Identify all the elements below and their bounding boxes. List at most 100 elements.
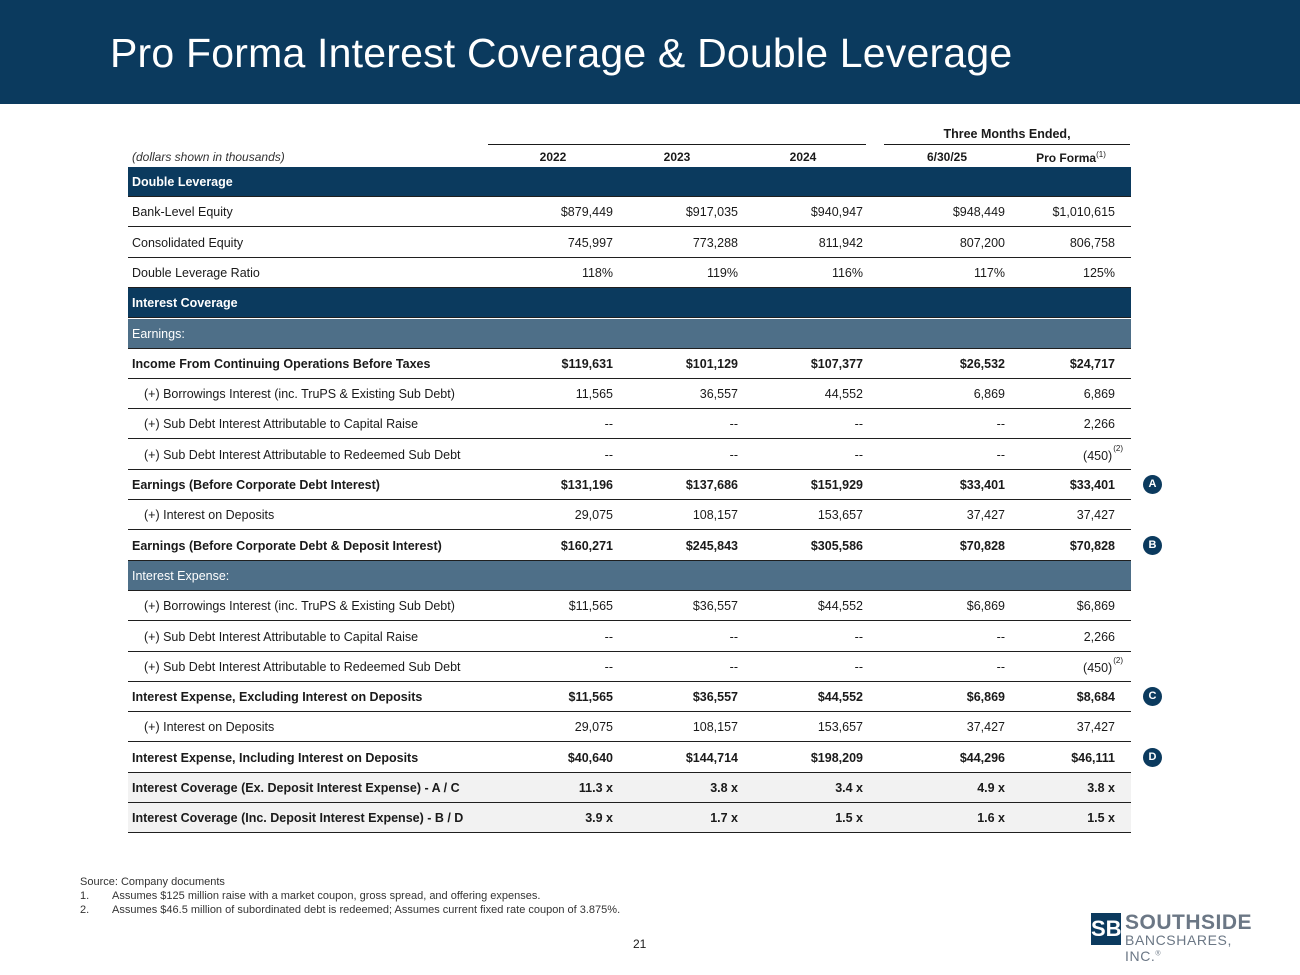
cell-2022: 11,565 <box>575 387 613 402</box>
cell-2022: 3.9 x <box>585 811 613 826</box>
cell-2023: $917,035 <box>685 205 738 220</box>
cell-2023: 773,288 <box>692 235 738 250</box>
badge-b: B <box>1143 535 1162 555</box>
cell-2022: 118% <box>581 265 613 280</box>
cell-2024: $305,586 <box>810 538 863 553</box>
cell-q2-2025: $44,296 <box>959 750 1005 765</box>
cell-2023: 36,557 <box>699 387 738 402</box>
table-row: Interest Coverage (Inc. Deposit Interest… <box>128 803 1131 834</box>
cell-pro-forma: $33,401 <box>1069 478 1115 492</box>
row-label: Earnings (Before Corporate Debt Interest… <box>132 478 380 492</box>
col-header-2023: 2023 <box>663 150 691 164</box>
footnote-ref-2: (2) <box>1113 655 1123 665</box>
table-row: Double Leverage Ratio 118% 119% 116% 117% 125… <box>128 258 1131 288</box>
cell-pro-forma: 2,266 <box>1083 417 1115 432</box>
cell-pro-forma: (450)(2) <box>1083 655 1123 675</box>
badge-c: C <box>1143 687 1162 707</box>
cell-2022: $40,640 <box>567 750 613 765</box>
cell-2024: 116% <box>831 265 863 280</box>
row-label: Earnings (Before Corporate Debt & Deposi… <box>132 538 442 553</box>
cell-2022: $119,631 <box>561 356 613 371</box>
row-label: (+) Interest on Deposits <box>144 720 275 735</box>
cell-2024: -- <box>854 659 863 674</box>
cell-pro-forma: 3.8 x <box>1087 781 1115 795</box>
table-row: (+) Sub Debt Interest Attributable to Ca… <box>128 409 1131 440</box>
cell-2024: -- <box>854 417 863 432</box>
cell-2022: -- <box>604 447 613 462</box>
source-note: Source: Company documents <box>80 876 225 888</box>
row-label: (+) Sub Debt Interest Attributable to Re… <box>144 659 461 674</box>
cell-pro-forma: $70,828 <box>1069 538 1115 553</box>
row-label: (+) Sub Debt Interest Attributable to Ca… <box>144 629 419 644</box>
cell-2023: -- <box>729 447 738 462</box>
cell-q2-2025: 117% <box>973 265 1005 280</box>
cell-q2-2025: 37,427 <box>966 508 1005 523</box>
row-label: Interest Coverage <box>132 296 238 311</box>
cell-2024: $44,552 <box>817 599 863 614</box>
cell-2024: 153,657 <box>817 720 863 735</box>
table-row: Interest Coverage <box>128 288 1131 319</box>
row-label: Interest Expense, Excluding Interest on … <box>132 690 423 705</box>
col-header-q2-2025: 6/30/25 <box>926 150 968 164</box>
cell-2024: $198,209 <box>810 750 863 765</box>
cell-2024: $107,377 <box>810 356 863 371</box>
cell-q2-2025: 37,427 <box>966 720 1005 735</box>
row-label: (+) Borrowings Interest (inc. TruPS & Ex… <box>144 387 455 402</box>
cell-q2-2025: $26,532 <box>959 356 1005 371</box>
footnote-1: 1. Assumes $125 million raise with a mark… <box>80 890 541 902</box>
cell-2023: 1.7 x <box>710 811 738 826</box>
cell-2023: $101,129 <box>685 356 738 371</box>
logo-name: SOUTHSIDE <box>1125 911 1253 934</box>
cell-2024: -- <box>854 629 863 644</box>
cell-q2-2025: -- <box>996 417 1005 432</box>
cell-2023: -- <box>729 417 738 432</box>
table-row: Earnings (Before Corporate Debt & Deposi… <box>128 531 1131 561</box>
page-number: 21 <box>633 937 647 951</box>
row-label: Bank-Level Equity <box>132 205 233 220</box>
cell-pro-forma: $24,717 <box>1069 356 1115 371</box>
column-header-row: (dollars shown in thousands) 2022 2023 2… <box>128 147 1131 165</box>
cell-pro-forma: (450)(2) <box>1083 443 1123 463</box>
table-row: Interest Expense, Excluding Interest on … <box>128 682 1131 713</box>
row-label: Consolidated Equity <box>132 235 244 250</box>
cell-pro-forma: 6,869 <box>1083 387 1115 402</box>
cell-pro-forma: $1,010,615 <box>1052 205 1115 220</box>
cell-2024: $940,947 <box>810 205 863 220</box>
cell-2022: -- <box>604 629 613 644</box>
cell-q2-2025: 1.6 x <box>977 811 1005 826</box>
table-row: (+) Sub Debt Interest Attributable to Re… <box>128 652 1131 682</box>
three-months-rule <box>884 144 1130 145</box>
logo-subname: BANCSHARES, INC.® <box>1125 932 1232 964</box>
cell-pro-forma: $6,869 <box>1076 599 1115 614</box>
cell-2024: 3.4 x <box>835 781 863 795</box>
cell-pro-forma: 806,758 <box>1069 235 1115 250</box>
footnotes: Source: Company documents 1. Assumes $125… <box>80 875 620 917</box>
cell-pro-forma: $8,684 <box>1076 690 1115 705</box>
cell-q2-2025: $948,449 <box>952 205 1005 220</box>
cell-2022: $131,196 <box>560 478 613 492</box>
cell-q2-2025: $6,869 <box>966 599 1005 614</box>
footnote-2: 2. Assumes $46.5 million of subordinated … <box>80 904 621 916</box>
cell-pro-forma: 37,427 <box>1076 508 1115 523</box>
year-header-rule <box>488 144 866 145</box>
cell-q2-2025: -- <box>996 447 1005 462</box>
table-row: Bank-Level Equity $879,449 $917,035 $940,94… <box>128 197 1131 228</box>
page-title: Pro Forma Interest Coverage & Double Lev… <box>110 30 1013 76</box>
table-row: (+) Borrowings Interest (inc. TruPS & Ex… <box>128 591 1131 622</box>
cell-2022: $160,271 <box>560 538 613 553</box>
cell-2022: -- <box>604 659 613 674</box>
cell-2023: $245,843 <box>685 538 738 553</box>
table-row: (+) Borrowings Interest (inc. TruPS & Ex… <box>128 379 1131 410</box>
table-row: Consolidated Equity 745,997 773,288 811,942… <box>128 228 1131 258</box>
cell-2023: 108,157 <box>692 720 738 735</box>
table-row: Earnings (Before Corporate Debt Interest… <box>128 470 1131 500</box>
cell-2023: -- <box>729 659 738 674</box>
cell-2023: 3.8 x <box>710 781 738 795</box>
cell-2023: $36,557 <box>692 690 738 705</box>
cell-2023: $144,714 <box>685 750 738 765</box>
cell-2023: $137,686 <box>685 478 738 492</box>
cell-2024: $44,552 <box>817 690 863 705</box>
row-label: Interest Expense: <box>132 568 230 583</box>
cell-pro-forma: 1.5 x <box>1087 811 1115 826</box>
row-label: (+) Sub Debt Interest Attributable to Ca… <box>144 417 419 432</box>
